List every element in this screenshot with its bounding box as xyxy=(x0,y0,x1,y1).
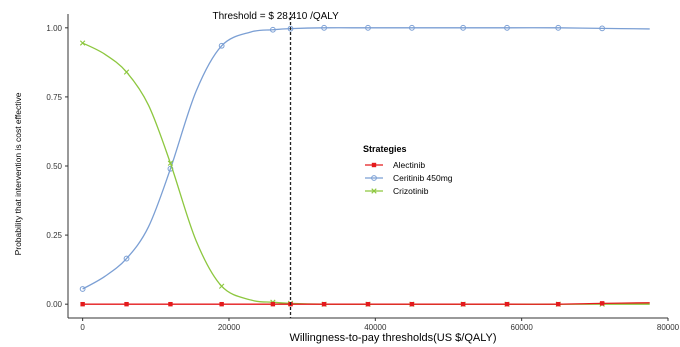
data-point xyxy=(599,301,605,306)
data-point xyxy=(218,42,225,49)
legend-title: Strategies xyxy=(363,144,407,154)
data-point xyxy=(269,26,276,33)
x-tick-label: 80000 xyxy=(657,323,680,332)
data-point xyxy=(321,24,327,31)
data-point xyxy=(504,301,510,307)
data-point xyxy=(599,25,606,32)
data-point xyxy=(124,301,129,307)
data-point xyxy=(460,301,466,307)
legend-label: Crizotinib xyxy=(393,186,429,196)
data-point-stroke-b xyxy=(218,283,225,289)
data-point xyxy=(556,301,561,307)
y-tick-label: 0.00 xyxy=(46,300,62,309)
data-point-stroke-b xyxy=(79,40,86,46)
legend-label: Ceritinib 450mg xyxy=(393,173,453,183)
data-point xyxy=(409,301,415,307)
data-point xyxy=(123,69,130,75)
data-point-stroke-b xyxy=(167,160,174,166)
y-tick-label: 0.50 xyxy=(46,162,62,171)
legend-item: Crizotinib xyxy=(365,186,429,196)
legend-swatch-marker xyxy=(371,175,377,181)
data-point xyxy=(287,25,294,32)
legend: Strategies Alectinib Ceritinib 450mg Crizot… xyxy=(363,144,453,196)
data-point xyxy=(79,40,86,46)
data-point xyxy=(123,255,130,262)
data-point xyxy=(218,283,225,289)
data-point xyxy=(167,160,174,166)
legend-swatch-marker xyxy=(371,162,377,168)
legend-swatch-marker xyxy=(371,188,377,194)
data-point xyxy=(504,24,510,31)
data-point xyxy=(365,301,371,307)
x-tick-label: 20000 xyxy=(218,323,241,332)
series-line xyxy=(82,27,650,290)
data-point-stroke-b xyxy=(123,69,130,75)
y-tick-label: 0.25 xyxy=(46,231,62,240)
x-axis-title: Willingness-to-pay thresholds(US $/QALY) xyxy=(289,332,496,344)
x-tick-label: 60000 xyxy=(511,323,534,332)
data-point xyxy=(321,301,327,307)
data-point xyxy=(555,24,562,31)
series-ceritinib-450mg xyxy=(79,24,650,292)
data-point xyxy=(365,24,371,31)
legend-label: Alectinib xyxy=(393,160,425,170)
series-layer xyxy=(79,24,650,307)
legend-item: Ceritinib 450mg xyxy=(365,173,453,183)
series-line xyxy=(82,302,650,305)
data-point xyxy=(409,24,415,31)
y-tick-label: 1.00 xyxy=(46,24,62,33)
legend-swatch-marker-stroke-b xyxy=(371,188,377,194)
legend-item: Alectinib xyxy=(365,160,425,170)
data-point xyxy=(219,301,224,307)
series-line xyxy=(82,42,650,305)
data-point xyxy=(79,286,86,292)
x-tick-label: 40000 xyxy=(364,323,387,332)
series-crizotinib xyxy=(79,40,650,307)
y-tick-label: 0.75 xyxy=(46,93,62,102)
x-tick-label: 0 xyxy=(80,323,85,332)
threshold-layer: Threshold = $ 28,410 /QALY xyxy=(213,11,340,318)
threshold-label: Threshold = $ 28,410 /QALY xyxy=(213,11,340,22)
data-point xyxy=(460,24,467,31)
data-point xyxy=(80,301,85,307)
data-point xyxy=(168,301,173,307)
series-alectinib xyxy=(80,301,650,307)
data-point xyxy=(270,301,276,307)
axes-layer: 0.00 0.25 0.50 0.75 1.00 0 20000 40000 60000 8000… xyxy=(46,14,680,332)
y-axis-title: Probability that intervention is cost ef… xyxy=(13,92,23,255)
